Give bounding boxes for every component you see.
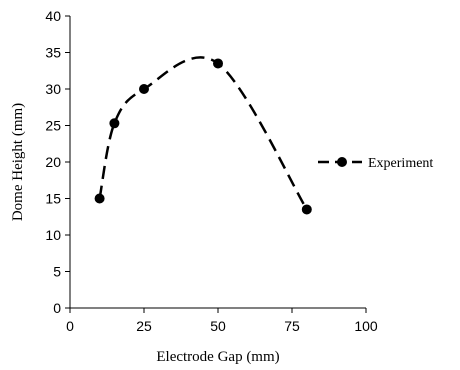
x-tick-label: 100	[354, 318, 378, 334]
legend: Experiment	[318, 156, 433, 171]
series-group	[94, 56, 312, 215]
plot-area: 0 5 10 15 20 25 30 35 40 0 25 50 75 100	[45, 8, 377, 334]
x-axis-ticks: 0 25 50 75 100	[66, 308, 378, 334]
x-tick-label: 0	[66, 318, 74, 334]
y-tick-label: 5	[53, 264, 61, 280]
y-tick-label: 35	[45, 45, 61, 61]
data-point	[94, 193, 105, 204]
y-tick-label: 10	[45, 227, 61, 243]
data-point	[109, 118, 120, 129]
y-tick-label: 40	[45, 8, 61, 24]
x-tick-label: 25	[136, 318, 152, 334]
x-tick-label: 75	[284, 318, 300, 334]
x-tick-label: 50	[210, 318, 226, 334]
y-axis-title: Dome Height (mm)	[10, 103, 26, 221]
y-tick-label: 25	[45, 118, 61, 134]
y-tick-label: 15	[45, 191, 61, 207]
data-point	[139, 84, 149, 94]
data-point	[213, 58, 223, 69]
y-tick-label: 20	[45, 154, 61, 170]
legend-label: Experiment	[368, 156, 433, 171]
y-axis-ticks: 0 5 10 15 20 25 30 35 40	[45, 8, 70, 316]
data-point	[301, 204, 312, 215]
y-tick-label: 30	[45, 81, 61, 97]
y-tick-label: 0	[53, 300, 61, 316]
legend-marker	[337, 157, 347, 167]
x-axis-title: Electrode Gap (mm)	[156, 349, 279, 365]
series-line-experiment	[98, 56, 308, 211]
